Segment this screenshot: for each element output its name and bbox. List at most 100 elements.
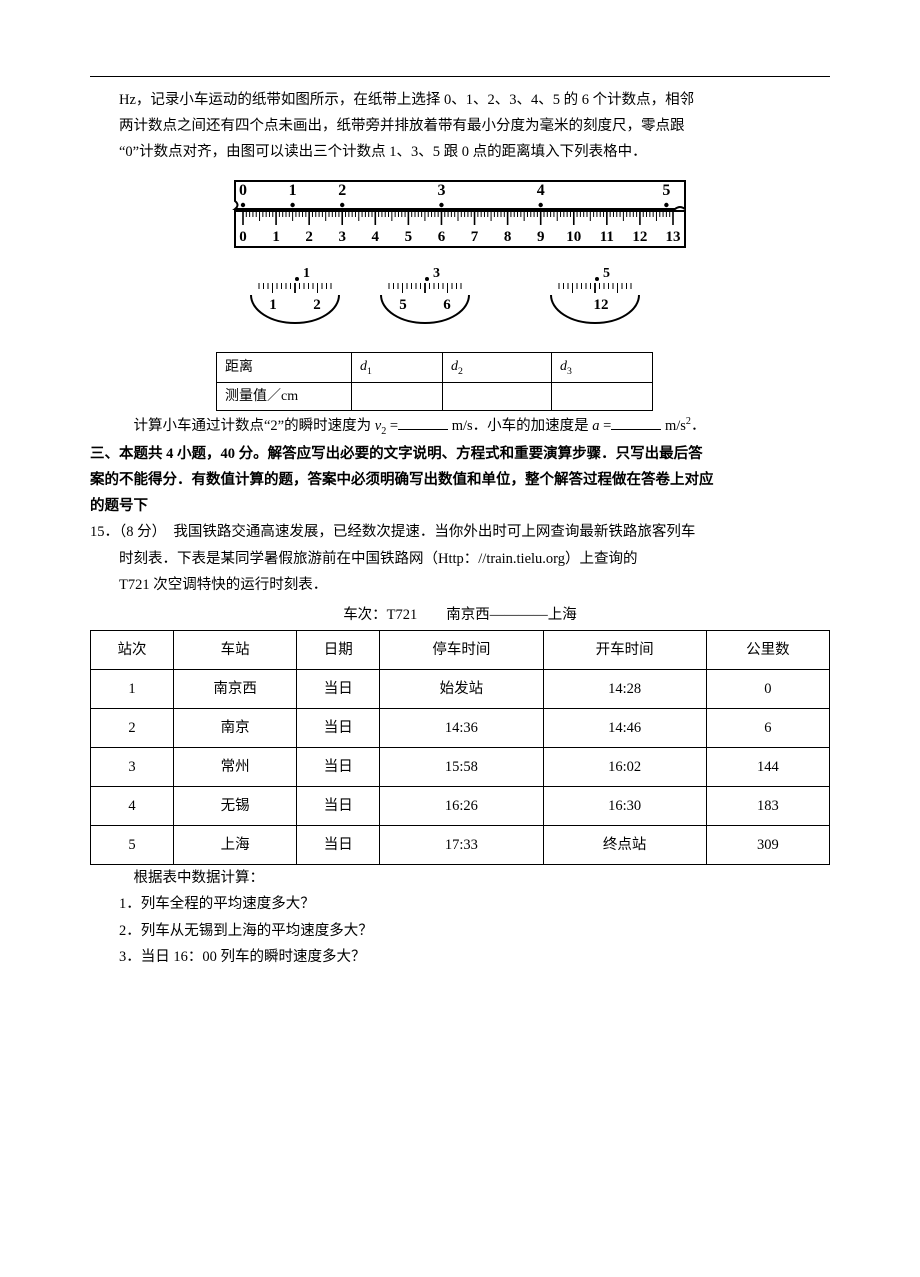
table-cell: 当日	[297, 787, 380, 826]
svg-text:5: 5	[603, 266, 610, 281]
table-cell: 14:36	[380, 709, 543, 748]
table-cell: 4	[91, 787, 174, 826]
svg-text:12: 12	[632, 229, 647, 245]
q15-t1: 我国铁路交通高速发展，已经数次提速．当你外出时可上网查询最新铁路旅客列车	[173, 524, 695, 540]
q15-line3: T721 次空调特快的运行时刻表．	[90, 572, 830, 598]
section3-l1: 三、本题共 4 小题，40 分。解答应写出必要的文字说明、方程式和重要演算步骤．…	[90, 441, 830, 467]
train-caption: 车次：T721 南京西————上海	[90, 602, 830, 628]
subq-1: 1．列车全程的平均速度多大？	[90, 891, 830, 917]
svg-text:0: 0	[239, 182, 247, 199]
table-cell: 当日	[297, 669, 380, 708]
svg-text:6: 6	[438, 229, 446, 245]
table-cell: 0	[706, 669, 829, 708]
q15-line2: 时刻表．下表是某同学暑假旅游前在中国铁路网（Http：//train.tielu…	[90, 546, 830, 572]
table-cell: 16:30	[543, 787, 706, 826]
table-cell: 常州	[174, 748, 297, 787]
svg-text:4: 4	[372, 229, 380, 245]
table-cell: 3	[91, 748, 174, 787]
table-row: 5上海当日17:33终点站309	[91, 826, 830, 865]
th-5: 公里数	[706, 630, 829, 669]
distance-table: 距离 d1 d2 d3 测量值／cm	[216, 352, 653, 411]
st-r1c1: 距离	[217, 353, 352, 382]
table-cell: 14:28	[543, 669, 706, 708]
calc-line: 计算小车通过计数点“2”的瞬时速度为 v2 = m/s．小车的加速度是 a = …	[90, 413, 830, 441]
svg-text:5: 5	[662, 182, 670, 199]
table-cell: 309	[706, 826, 829, 865]
th-0: 站次	[91, 630, 174, 669]
st-r2c1: 测量值／cm	[217, 382, 352, 410]
intro-line-3: “0”计数点对齐，由图可以读出三个计数点 1、3、5 跟 0 点的距离填入下列表…	[90, 139, 830, 165]
top-rule	[90, 76, 830, 77]
table-cell: 南京西	[174, 669, 297, 708]
svg-text:6: 6	[443, 297, 451, 313]
svg-text:5: 5	[399, 297, 407, 313]
table-cell: 15:58	[380, 748, 543, 787]
table-cell: 终点站	[543, 826, 706, 865]
table-row: 3常州当日15:5816:02144	[91, 748, 830, 787]
table-cell: 6	[706, 709, 829, 748]
section3-l3: 的题号下	[90, 493, 830, 519]
svg-text:11: 11	[600, 229, 614, 245]
section3-l2: 案的不能得分．有数值计算的题，答案中必须明确写出数值和单位，整个解答过程做在答卷…	[90, 467, 830, 493]
svg-text:8: 8	[504, 229, 512, 245]
table-cell: 始发站	[380, 669, 543, 708]
svg-text:13: 13	[666, 229, 681, 245]
svg-text:2: 2	[305, 229, 313, 245]
q15-num: 15．（8 分）	[90, 524, 173, 540]
table-cell: 当日	[297, 748, 380, 787]
train-table: 站次 车站 日期 停车时间 开车时间 公里数 1南京西当日始发站14:2802南…	[90, 630, 830, 866]
calc-a: a	[592, 418, 599, 434]
th-1: 车站	[174, 630, 297, 669]
calc-u1: m/s．小车的加速度是	[448, 418, 592, 434]
table-cell: 当日	[297, 709, 380, 748]
table-cell: 14:46	[543, 709, 706, 748]
subq-3: 3．当日 16：00 列车的瞬时速度多大？	[90, 944, 830, 970]
th-2: 日期	[297, 630, 380, 669]
table-cell: 上海	[174, 826, 297, 865]
subq-2: 2．列车从无锡到上海的平均速度多大？	[90, 918, 830, 944]
train-header-row: 站次 车站 日期 停车时间 开车时间 公里数	[91, 630, 830, 669]
svg-text:4: 4	[537, 182, 545, 199]
table-row: 1南京西当日始发站14:280	[91, 669, 830, 708]
svg-text:1: 1	[272, 229, 280, 245]
svg-text:3: 3	[437, 182, 445, 199]
table-cell: 5	[91, 826, 174, 865]
table-cell: 183	[706, 787, 829, 826]
q15-line1: 15．（8 分） 我国铁路交通高速发展，已经数次提速．当你外出时可上网查询最新铁…	[90, 519, 830, 545]
svg-text:9: 9	[537, 229, 545, 245]
th-4: 开车时间	[543, 630, 706, 669]
intro-line-1: Hz，记录小车运动的纸带如图所示，在纸带上选择 0、1、2、3、4、5 的 6 …	[90, 87, 830, 113]
ruler-figure: 012345 012345678910111213 112356512	[90, 175, 830, 344]
svg-text:1: 1	[303, 266, 310, 281]
calc-u2: m/s	[661, 418, 686, 434]
calc-end: ．	[691, 418, 706, 434]
table-cell: 144	[706, 748, 829, 787]
svg-text:1: 1	[289, 182, 297, 199]
intro-line-2: 两计数点之间还有四个点未画出，纸带旁并排放着带有最小分度为毫米的刻度尺，零点跟	[90, 113, 830, 139]
table-cell: 2	[91, 709, 174, 748]
svg-text:2: 2	[338, 182, 346, 199]
st-r2c3	[443, 382, 552, 410]
svg-text:12: 12	[594, 297, 609, 313]
calc-t1: 计算小车通过计数点“2”的瞬时速度为	[134, 418, 375, 434]
table-cell: 16:26	[380, 787, 543, 826]
svg-text:7: 7	[471, 229, 479, 245]
table-cell: 南京	[174, 709, 297, 748]
st-r1c2: d1	[352, 353, 443, 382]
table-cell: 17:33	[380, 826, 543, 865]
q15-tail: 根据表中数据计算：	[90, 865, 830, 891]
table-row: 4无锡当日16:2616:30183	[91, 787, 830, 826]
blank-a	[611, 414, 661, 430]
calc-eq2: =	[600, 418, 612, 434]
th-3: 停车时间	[380, 630, 543, 669]
svg-text:3: 3	[433, 266, 440, 281]
st-r2c4	[552, 382, 653, 410]
table-cell: 1	[91, 669, 174, 708]
table-row: 2南京当日14:3614:466	[91, 709, 830, 748]
svg-text:2: 2	[313, 297, 321, 313]
st-r1c3: d2	[443, 353, 552, 382]
table-cell: 当日	[297, 826, 380, 865]
svg-text:0: 0	[239, 229, 247, 245]
table-cell: 无锡	[174, 787, 297, 826]
st-r1c4: d3	[552, 353, 653, 382]
